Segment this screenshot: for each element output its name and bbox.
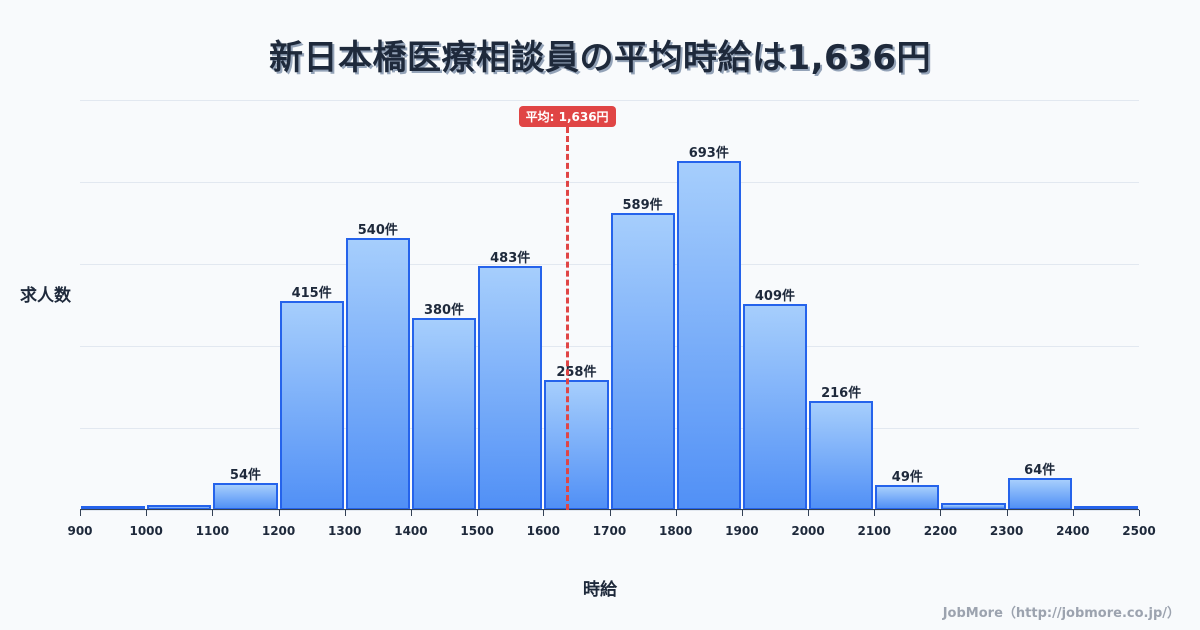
x-tick: [146, 510, 148, 516]
histogram-bar: [875, 485, 940, 510]
x-tick-label: 900: [67, 524, 93, 538]
x-tick: [344, 510, 346, 516]
x-tick-label: 1200: [261, 524, 296, 538]
x-tick: [675, 510, 677, 516]
x-axis-line: [80, 509, 1139, 510]
x-tick-label: 1100: [195, 524, 230, 538]
histogram-bar: [213, 482, 278, 510]
x-tick-label: 2000: [791, 524, 825, 538]
histogram-bar: [478, 266, 543, 510]
x-tick: [410, 510, 412, 516]
histogram-bar: [941, 502, 1006, 510]
x-tick: [741, 510, 743, 516]
bar-value-label: 409件: [754, 288, 796, 304]
histogram-bar: [742, 303, 808, 510]
x-tick: [1006, 510, 1008, 516]
x-tick-label: 1700: [592, 524, 627, 538]
bar-value-label: 415件: [291, 285, 332, 301]
x-tick: [808, 510, 810, 516]
histogram-bar: [544, 379, 609, 510]
x-tick: [1139, 510, 1140, 516]
x-tick-label: 2100: [857, 524, 891, 538]
bar-value-label: 589件: [622, 197, 663, 213]
bar-value-label: 216件: [821, 386, 862, 402]
x-tick-label: 1600: [526, 524, 561, 538]
x-tick-label: 1300: [328, 524, 362, 538]
bar-value-label: 49件: [891, 470, 923, 486]
gridline: [80, 346, 1139, 347]
mean-line: [566, 127, 570, 510]
bar-value-label: 540件: [357, 222, 398, 238]
bar-value-label: 693件: [688, 145, 729, 161]
x-tick: [874, 510, 876, 516]
x-tick-label: 1900: [725, 524, 759, 538]
gridline: [80, 182, 1139, 183]
x-tick-label: 2300: [989, 524, 1024, 538]
histogram-bar: [411, 318, 477, 510]
x-tick-label: 2200: [923, 524, 958, 538]
histogram-bar: [610, 212, 675, 510]
histogram-bar: [809, 401, 874, 510]
gridline: [80, 264, 1139, 265]
x-tick: [212, 510, 214, 516]
x-tick-label: 2400: [1056, 524, 1090, 538]
bar-value-label: 380件: [423, 303, 465, 319]
x-tick: [477, 510, 479, 516]
x-tick-label: 1800: [658, 524, 693, 538]
x-tick: [940, 510, 942, 516]
gridline: [80, 428, 1139, 429]
x-tick: [80, 510, 81, 516]
x-axis-label: 時給: [583, 580, 617, 600]
bar-value-label: 54件: [229, 467, 262, 483]
x-tick-label: 1500: [460, 524, 494, 538]
x-tick: [609, 510, 611, 516]
mean-badge: 平均: 1,636円: [518, 106, 616, 127]
gridline: [80, 100, 1139, 101]
histogram-bar: [676, 160, 741, 510]
x-tick-label: 2500: [1122, 524, 1156, 538]
x-tick: [1072, 510, 1074, 516]
bar-value-label: 64件: [1024, 462, 1056, 478]
bar-value-label: 483件: [490, 251, 531, 267]
x-tick-label: 1400: [394, 524, 428, 538]
histogram-bar: [279, 300, 344, 510]
x-tick: [278, 510, 280, 516]
x-tick: [543, 510, 545, 516]
histogram-bar: [147, 504, 212, 510]
chart-title: 新日本橋医療相談員の平均時給は1,636円: [268, 38, 932, 78]
footer-credit: JobMore（http://jobmore.co.jp/）: [942, 606, 1180, 621]
x-tick-label: 1000: [129, 524, 163, 538]
bar-value-label: 258件: [556, 364, 597, 380]
y-axis-label: 求人数: [20, 286, 71, 306]
histogram-bar: [1007, 477, 1072, 510]
histogram-bar: [345, 237, 410, 510]
plot-area: 54件 415件 540件 380件 483件 258件 589件 693件 409件 216件 4…: [80, 100, 1139, 511]
